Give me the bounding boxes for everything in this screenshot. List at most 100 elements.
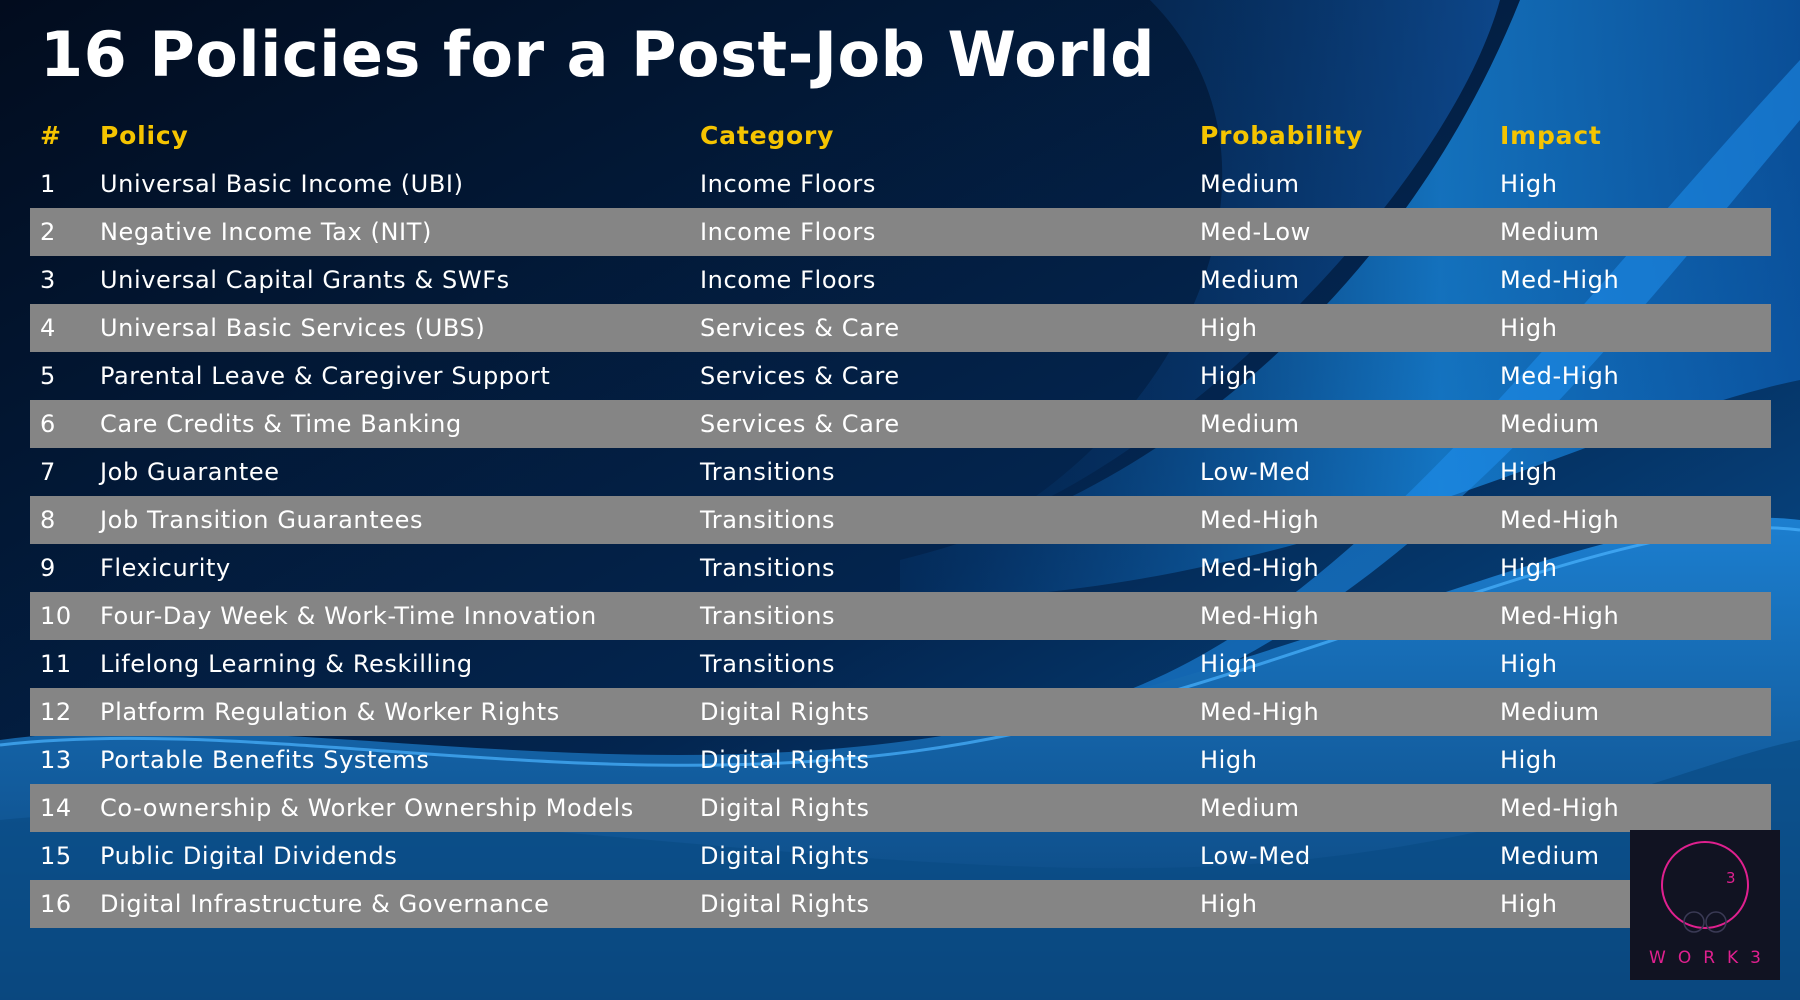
row-category: Transitions [700, 602, 836, 630]
row-number: 12 [40, 698, 72, 726]
row-impact: Med-High [1500, 602, 1620, 630]
row-category: Transitions [700, 506, 836, 534]
row-probability: Medium [1200, 794, 1300, 822]
header-probability: Probability [1200, 121, 1364, 150]
row-number: 1 [40, 170, 56, 198]
page-title: 16 Policies for a Post-Job World [40, 18, 1156, 91]
row-policy: Flexicurity [100, 554, 231, 582]
table-row: 2 Negative Income Tax (NIT) Income Floors M… [30, 208, 1771, 256]
row-number: 5 [40, 362, 56, 390]
row-impact: Medium [1500, 218, 1600, 246]
row-policy: Public Digital Dividends [100, 842, 398, 870]
row-category: Income Floors [700, 266, 876, 294]
table-row: 15 Public Digital Dividends Digital Rights… [30, 832, 1771, 880]
row-probability: Medium [1200, 410, 1300, 438]
table-row: 14 Co-ownership & Worker Ownership Models… [30, 784, 1771, 832]
row-category: Digital Rights [700, 794, 870, 822]
row-impact: Medium [1500, 410, 1600, 438]
table-row: 4 Universal Basic Services (UBS) Services … [30, 304, 1771, 352]
row-number: 7 [40, 458, 56, 486]
row-category: Digital Rights [700, 746, 870, 774]
row-impact: Med-High [1500, 266, 1620, 294]
row-policy: Platform Regulation & Worker Rights [100, 698, 560, 726]
row-policy: Lifelong Learning & Reskilling [100, 650, 473, 678]
row-impact: Med-High [1500, 362, 1620, 390]
table-row: 13 Portable Benefits Systems Digital Right… [30, 736, 1771, 784]
row-probability: Low-Med [1200, 458, 1311, 486]
row-impact: High [1500, 170, 1558, 198]
table-row: 9 Flexicurity Transitions Med-High High [30, 544, 1771, 592]
row-probability: High [1200, 362, 1258, 390]
row-number: 10 [40, 602, 72, 630]
row-number: 14 [40, 794, 72, 822]
table-row: 1 Universal Basic Income (UBI) Income Floo… [30, 160, 1771, 208]
logo-text: WORK3 [1649, 948, 1773, 968]
row-policy: Job Guarantee [100, 458, 280, 486]
work3-logo-icon: 3 [1661, 841, 1749, 933]
row-impact: High [1500, 746, 1558, 774]
row-policy: Job Transition Guarantees [100, 506, 424, 534]
row-category: Digital Rights [700, 890, 870, 918]
row-impact: Medium [1500, 698, 1600, 726]
row-policy: Co-ownership & Worker Ownership Models [100, 794, 634, 822]
row-number: 15 [40, 842, 72, 870]
row-number: 11 [40, 650, 72, 678]
row-impact: High [1500, 554, 1558, 582]
row-probability: Low-Med [1200, 842, 1311, 870]
row-impact: High [1500, 458, 1558, 486]
row-policy: Digital Infrastructure & Governance [100, 890, 550, 918]
row-impact: Med-High [1500, 794, 1620, 822]
row-probability: Medium [1200, 170, 1300, 198]
row-policy: Universal Basic Income (UBI) [100, 170, 464, 198]
row-policy: Universal Basic Services (UBS) [100, 314, 486, 342]
row-category: Transitions [700, 650, 836, 678]
header-impact: Impact [1500, 121, 1602, 150]
table-row: 5 Parental Leave & Caregiver Support Servi… [30, 352, 1771, 400]
row-number: 4 [40, 314, 56, 342]
row-probability: High [1200, 650, 1258, 678]
row-probability: Med-Low [1200, 218, 1311, 246]
row-category: Services & Care [700, 362, 900, 390]
table-row: 8 Job Transition Guarantees Transitions Med… [30, 496, 1771, 544]
row-category: Transitions [700, 554, 836, 582]
header-category: Category [700, 121, 835, 150]
row-probability: Medium [1200, 266, 1300, 294]
row-probability: Med-High [1200, 602, 1320, 630]
row-category: Income Floors [700, 170, 876, 198]
row-policy: Parental Leave & Caregiver Support [100, 362, 551, 390]
header-number: # [40, 121, 62, 150]
row-probability: Med-High [1200, 698, 1320, 726]
logo-superscript: 3 [1726, 869, 1736, 887]
row-category: Services & Care [700, 410, 900, 438]
row-number: 6 [40, 410, 56, 438]
row-number: 3 [40, 266, 56, 294]
table-row: 7 Job Guarantee Transitions Low-Med High [30, 448, 1771, 496]
row-impact: Medium [1500, 842, 1600, 870]
table-row: 12 Platform Regulation & Worker Rights Dig… [30, 688, 1771, 736]
row-category: Transitions [700, 458, 836, 486]
row-number: 9 [40, 554, 56, 582]
work3-logo: 3 WORK3 [1630, 830, 1780, 980]
row-policy: Four-Day Week & Work-Time Innovation [100, 602, 597, 630]
row-number: 8 [40, 506, 56, 534]
table-row: 6 Care Credits & Time Banking Services & C… [30, 400, 1771, 448]
row-policy: Universal Capital Grants & SWFs [100, 266, 510, 294]
table-row: 3 Universal Capital Grants & SWFs Income F… [30, 256, 1771, 304]
row-category: Digital Rights [700, 842, 870, 870]
row-impact: High [1500, 314, 1558, 342]
table-header-row: # Policy Category Probability Impact [30, 112, 1771, 160]
row-probability: High [1200, 314, 1258, 342]
row-probability: Med-High [1200, 554, 1320, 582]
row-probability: High [1200, 746, 1258, 774]
row-impact: High [1500, 890, 1558, 918]
table-row: 10 Four-Day Week & Work-Time Innovation Tr… [30, 592, 1771, 640]
row-category: Services & Care [700, 314, 900, 342]
policy-table: # Policy Category Probability Impact 1 Un… [30, 112, 1771, 928]
row-number: 16 [40, 890, 72, 918]
row-category: Income Floors [700, 218, 876, 246]
row-impact: High [1500, 650, 1558, 678]
row-probability: High [1200, 890, 1258, 918]
row-probability: Med-High [1200, 506, 1320, 534]
row-impact: Med-High [1500, 506, 1620, 534]
